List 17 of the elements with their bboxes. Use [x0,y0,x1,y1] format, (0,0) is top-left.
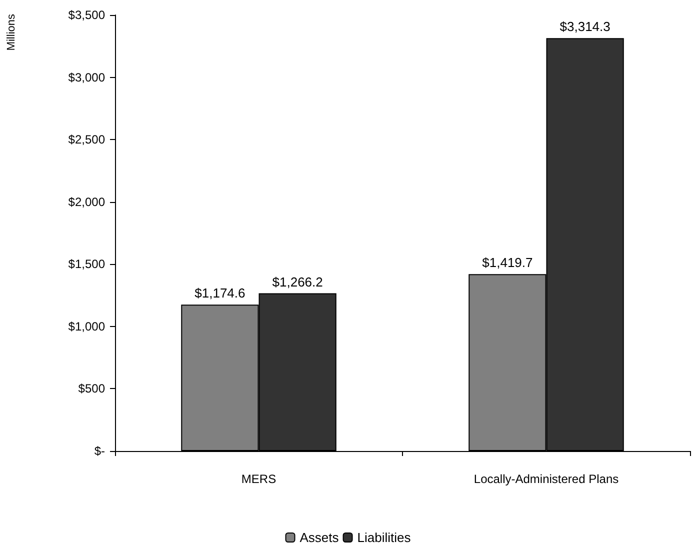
y-tick-label: $1,000 [68,319,106,334]
legend-label: Assets [300,530,340,545]
y-tick-label: $2,500 [68,132,106,147]
x-tick-label: MERS [241,472,276,486]
x-tick-label: Locally-Administered Plans [474,472,619,486]
y-axis-title: Millions [6,14,18,51]
data-label: $1,266.2 [272,274,323,290]
legend-label: Liabilities [357,530,412,545]
data-label: $3,314.3 [560,19,610,34]
y-tick-label: $2,000 [68,194,106,209]
y-tick-label: $3,500 [68,8,106,22]
y-tick-label: $- [94,444,105,458]
y-tick-label: $500 [78,382,106,396]
data-label: $1,419.7 [482,255,533,270]
data-label: $1,174.6 [194,286,246,301]
y-tick-label: $1,500 [68,257,106,272]
y-tick-label: $3,000 [68,70,106,84]
